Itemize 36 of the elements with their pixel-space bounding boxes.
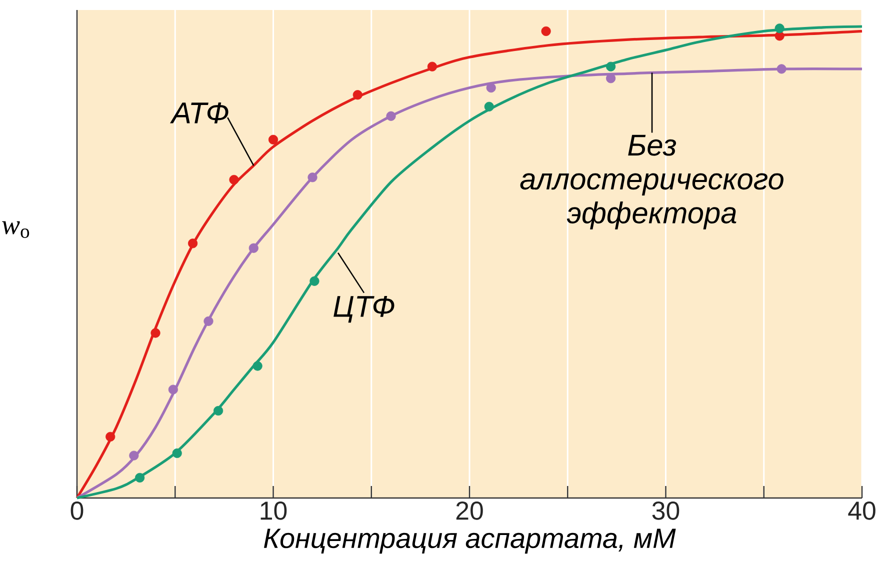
point — [135, 472, 145, 483]
x-tick-label: 40 — [848, 502, 876, 520]
point — [248, 243, 258, 253]
x-axis-title: Концентрация аспартата, мМ — [264, 528, 676, 554]
point — [486, 82, 496, 93]
point — [268, 134, 278, 144]
point — [774, 24, 784, 34]
point — [310, 276, 320, 286]
point — [188, 238, 198, 248]
y-axis-title: w$_{o}$ — [2, 221, 30, 238]
point — [541, 26, 551, 36]
point — [352, 90, 362, 100]
point — [172, 448, 182, 458]
point — [150, 328, 160, 338]
point — [106, 432, 116, 442]
point — [776, 64, 786, 74]
point — [308, 172, 318, 182]
x-tick-label: 0 — [70, 502, 84, 520]
x-tick-label: 10 — [260, 502, 287, 520]
point — [774, 31, 784, 41]
point — [606, 62, 616, 72]
point — [129, 450, 139, 460]
annotation: ЦТФ — [334, 296, 394, 323]
point — [606, 74, 616, 84]
point — [252, 361, 262, 371]
point — [214, 406, 224, 416]
point — [229, 174, 239, 185]
x-tick-label: 20 — [456, 502, 483, 520]
x-tick-label: 30 — [652, 502, 680, 520]
point — [484, 102, 494, 112]
point — [427, 62, 438, 72]
annotation: Без аллостерического эффектора — [520, 134, 784, 230]
annotation: АТФ — [170, 102, 228, 124]
point — [204, 316, 214, 326]
point — [386, 111, 396, 121]
point — [168, 384, 178, 394]
